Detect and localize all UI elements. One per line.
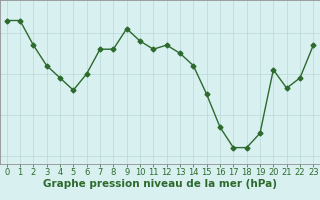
X-axis label: Graphe pression niveau de la mer (hPa): Graphe pression niveau de la mer (hPa): [43, 179, 277, 189]
